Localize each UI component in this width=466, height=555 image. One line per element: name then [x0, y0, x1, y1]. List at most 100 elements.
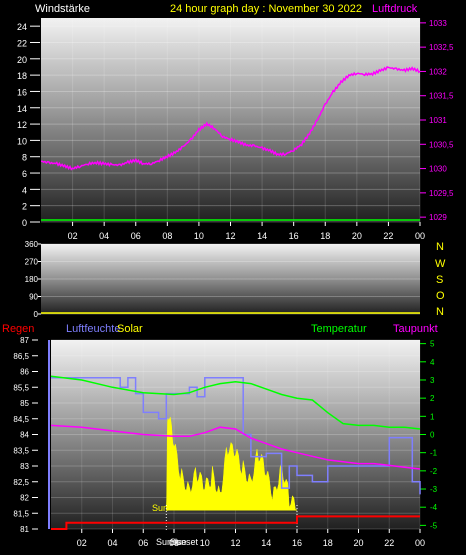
wind-tick-label: 10	[17, 136, 27, 146]
wind-tick-label: 22	[17, 38, 27, 48]
legend-temperature: Temperatur	[311, 323, 367, 335]
direction-tick-label: 180	[25, 275, 39, 284]
time-tick-label: 22	[383, 231, 393, 241]
time-tick-label: 02	[68, 231, 78, 241]
temperature-line	[50, 375, 421, 430]
wind-tick-label: 20	[17, 55, 27, 65]
humidity-tick-label: 85	[20, 399, 29, 408]
pressure-tick-label: 1032,5	[429, 43, 454, 52]
wind-tick-label: 16	[17, 87, 27, 97]
wind-tick-label: 14	[17, 104, 27, 114]
temperature-tick-label: 0	[430, 431, 435, 440]
direction-tick-label: 360	[25, 240, 39, 249]
direction-axis-ticks: 0 90 180 270 360	[25, 240, 41, 319]
time-tick-label: 20	[353, 538, 363, 548]
pressure-tick-label: 1031,5	[429, 92, 454, 101]
time-tick-label: 00	[415, 231, 425, 241]
time-tick-label: 20	[352, 231, 362, 241]
humidity-line	[51, 377, 421, 495]
wind-tick-label: 12	[17, 120, 27, 130]
wind-tick-label: 8	[22, 153, 27, 163]
pressure-tick-label: 1029,5	[429, 189, 454, 198]
legend-solar: Solar	[117, 323, 143, 335]
time-tick-label: 02	[77, 538, 87, 548]
humidity-tick-label: 82	[20, 494, 29, 503]
wind-tick-label: 2	[22, 202, 27, 212]
pressure-tick-label: 1032	[429, 67, 447, 76]
sunset-label: Sunset	[170, 537, 199, 547]
temperature-tick-label: 4	[430, 358, 435, 367]
grid-lines-3	[51, 339, 421, 530]
wind-tick-label: 0	[22, 218, 27, 228]
compass-o: O	[436, 290, 445, 302]
time-axis-ticks-1: 02 04 06 08 10 12 14 16 18 20 22 00	[68, 222, 425, 241]
pressure-line	[40, 65, 421, 171]
pressure-tick-label: 1030,5	[429, 140, 454, 149]
humidity-tick-label: 84	[20, 431, 29, 440]
direction-tick-label: 90	[29, 293, 38, 302]
series-group-1	[40, 65, 421, 221]
temperature-tick-label: 5	[430, 340, 435, 349]
humidity-tick-label: 82,5	[13, 478, 29, 487]
temperature-tick-label: -3	[430, 485, 438, 494]
direction-tick-label: 270	[25, 258, 39, 267]
pressure-tick-label: 1033	[429, 19, 447, 28]
sun-label: Sun	[152, 503, 168, 513]
temperature-tick-label: -1	[430, 449, 438, 458]
pressure-tick-label: 1031	[429, 116, 447, 125]
humidity-tick-label: 86,5	[13, 352, 29, 361]
wind-tick-label: 4	[22, 185, 27, 195]
humidity-tick-label: 83	[20, 462, 29, 471]
legend-dewpoint: Taupunkt	[393, 323, 438, 335]
grid-lines-1	[41, 18, 421, 223]
time-tick-label: 14	[261, 538, 271, 548]
time-tick-label: 08	[162, 231, 172, 241]
time-tick-label: 16	[292, 538, 302, 548]
humidity-tick-label: 85,5	[13, 383, 29, 392]
time-tick-label: 12	[225, 231, 235, 241]
time-tick-label: 04	[107, 538, 117, 548]
time-tick-label: 14	[257, 231, 267, 241]
time-tick-label: 12	[230, 538, 240, 548]
legend-rain: Regen	[2, 323, 34, 335]
panel-humidity-temperature: 81 81,5 82 82,5 83 83,5 84 84,5 85 85,5 86 86,5 87 -…	[13, 336, 437, 548]
humidity-tick-label: 83,5	[13, 446, 29, 455]
temperature-tick-label: -2	[430, 467, 438, 476]
compass-w: W	[435, 258, 446, 270]
wind-label: Windstärke	[35, 3, 90, 15]
grid-lines-2	[41, 243, 420, 315]
dewpoint-line	[50, 424, 421, 470]
humidity-axis-ticks: 81 81,5 82 82,5 83 83,5 84 84,5 85 85,5 86 86,5 87	[13, 336, 38, 534]
pressure-tick-label: 1029	[429, 213, 447, 222]
temperature-axis-ticks: -5 -4 -3 -2 -1 0 1 2 3 4 5	[420, 340, 438, 530]
time-tick-label: 06	[138, 538, 148, 548]
time-tick-label: 18	[320, 231, 330, 241]
temperature-tick-label: -4	[430, 503, 438, 512]
compass-s: S	[436, 274, 443, 286]
time-axis-ticks-3: 02 04 06 08 10 12 14 16 18 20 22 00	[77, 529, 425, 548]
time-tick-label: 10	[194, 231, 204, 241]
legend-humidity: Luftfeuchte	[66, 323, 120, 335]
wind-tick-label: 6	[22, 169, 27, 179]
wind-tick-label: 18	[17, 71, 27, 81]
rain-line	[51, 515, 420, 530]
time-tick-label: 08	[169, 538, 179, 548]
sunrise-label: Sunrise	[156, 537, 187, 547]
humidity-tick-label: 81,5	[13, 509, 29, 518]
wind-tick-label: 24	[17, 22, 27, 32]
temperature-tick-label: 2	[430, 394, 435, 403]
temperature-tick-label: 3	[430, 376, 435, 385]
time-tick-label: 04	[99, 231, 109, 241]
temperature-tick-label: -5	[430, 521, 438, 530]
pressure-label: Luftdruck	[372, 3, 418, 15]
graph-title: 24 hour graph day : November 30 2022	[170, 3, 362, 15]
compass-n-top: N	[436, 241, 444, 253]
temperature-tick-label: 1	[430, 412, 435, 421]
time-tick-label: 06	[131, 231, 141, 241]
time-tick-label: 10	[200, 538, 210, 548]
series-group-3	[50, 375, 421, 531]
direction-tick-label: 0	[34, 310, 39, 319]
